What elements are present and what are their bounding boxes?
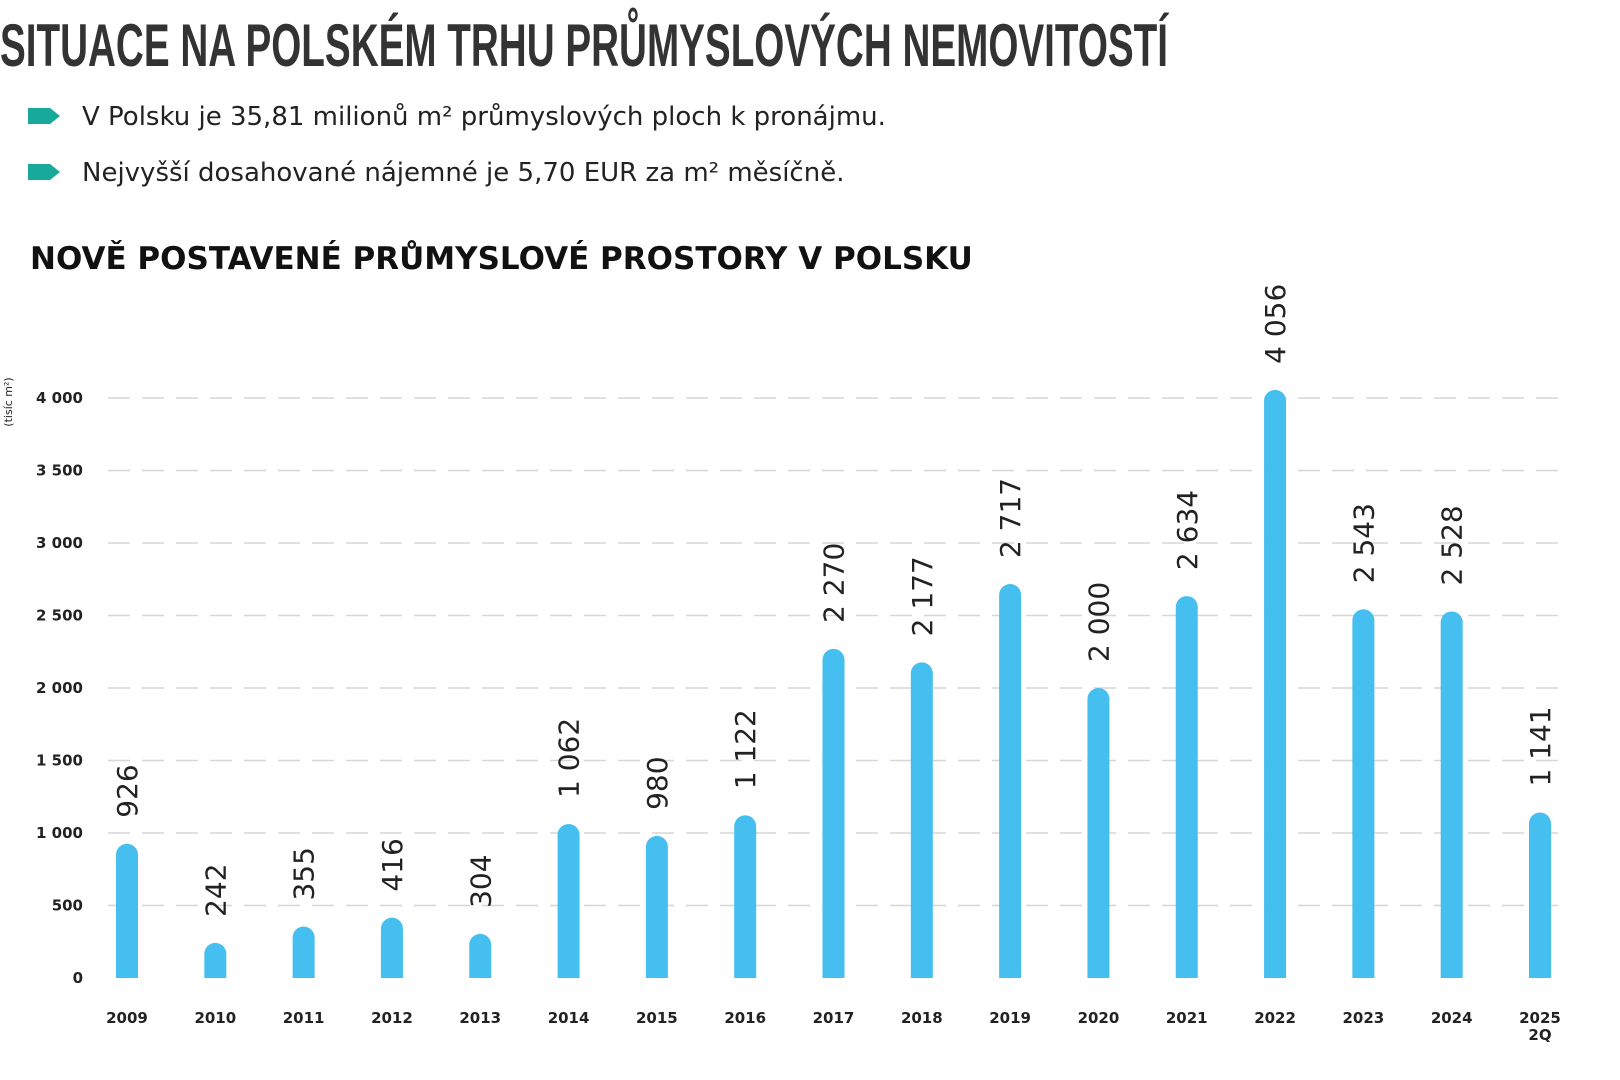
value-label: 2 717 (994, 478, 1027, 558)
y-tick-label: 4 000 (36, 389, 83, 407)
value-label: 2 543 (1347, 503, 1380, 583)
value-label: 1 122 (729, 709, 762, 789)
y-tick-label: 500 (52, 897, 83, 915)
x-tick-label: 2009 (106, 1009, 148, 1027)
bullet-text: Nejvyšší dosahované nájemné je 5,70 EUR … (82, 158, 844, 188)
value-label: 242 (199, 863, 232, 916)
value-label: 2 177 (906, 556, 939, 636)
x-tick-label: 2024 (1430, 1009, 1473, 1027)
value-label: 304 (464, 854, 497, 907)
value-label: 2 528 (1436, 505, 1469, 585)
bar (116, 843, 138, 978)
bar (1352, 609, 1375, 978)
y-tick-label: 1 000 (36, 824, 83, 842)
x-tick-label: 2018 (900, 1009, 943, 1027)
x-tick-label: 2021 (1165, 1009, 1208, 1027)
bar (204, 942, 227, 978)
bar (645, 835, 668, 978)
y-tick-label: 0 (73, 969, 83, 987)
bar (822, 648, 845, 978)
x-tick-label: 2016 (724, 1009, 767, 1027)
x-tick-label: 2014 (547, 1009, 590, 1027)
x-tick-label: 2010 (194, 1009, 237, 1027)
value-label: 926 (111, 764, 144, 817)
x-tick-label: 2020 (1077, 1009, 1120, 1027)
bullet-icon (28, 108, 60, 124)
value-label: 1 062 (553, 718, 586, 798)
bar (1529, 812, 1551, 978)
x-tick-label: 2019 (989, 1009, 1031, 1027)
value-label: 1 141 (1524, 706, 1557, 786)
value-label: 355 (288, 847, 321, 900)
bar (910, 662, 933, 978)
y-tick-label: 3 500 (36, 462, 83, 480)
x-tick-label: 2022 (1254, 1009, 1296, 1027)
x-tick-label: 2013 (459, 1009, 502, 1027)
y-tick-label: 1 500 (36, 752, 83, 770)
value-label: 2 000 (1082, 582, 1115, 662)
bar (557, 824, 580, 978)
x-tick-label: 2025 2Q (1519, 1009, 1561, 1044)
x-tick-label: 2012 (371, 1009, 413, 1027)
value-label: 416 (376, 838, 409, 891)
bar (999, 584, 1022, 978)
bar (380, 917, 403, 978)
bar (1175, 596, 1198, 978)
value-label: 980 (641, 756, 674, 809)
value-label: 4 056 (1259, 284, 1292, 364)
y-tick-label: 3 000 (36, 534, 83, 552)
bar (1264, 389, 1287, 978)
bar (1087, 688, 1110, 978)
bullet-text: V Polsku je 35,81 milionů m² průmyslovýc… (82, 102, 886, 132)
y-axis-label: (tisíc m²) (2, 377, 15, 426)
value-label: 2 634 (1171, 490, 1204, 570)
bar (292, 926, 315, 978)
bar (1440, 611, 1463, 978)
bullet-icon (28, 164, 60, 180)
y-tick-label: 2 000 (36, 679, 83, 697)
value-label: 2 270 (818, 543, 851, 623)
bar (469, 933, 492, 978)
x-tick-label: 2023 (1342, 1009, 1385, 1027)
y-tick-label: 2 500 (36, 607, 83, 625)
x-tick-label: 2017 (812, 1009, 855, 1027)
x-tick-label: 2015 (636, 1009, 678, 1027)
chart-title: NOVĚ POSTAVENÉ PRŮMYSLOVÉ PROSTORY V POL… (30, 240, 973, 277)
page-title: SITUACE NA POLSKÉM TRHU PRŮMYSLOVÝCH NEM… (0, 8, 1169, 79)
x-tick-label: 2011 (282, 1009, 325, 1027)
bar (734, 815, 757, 978)
